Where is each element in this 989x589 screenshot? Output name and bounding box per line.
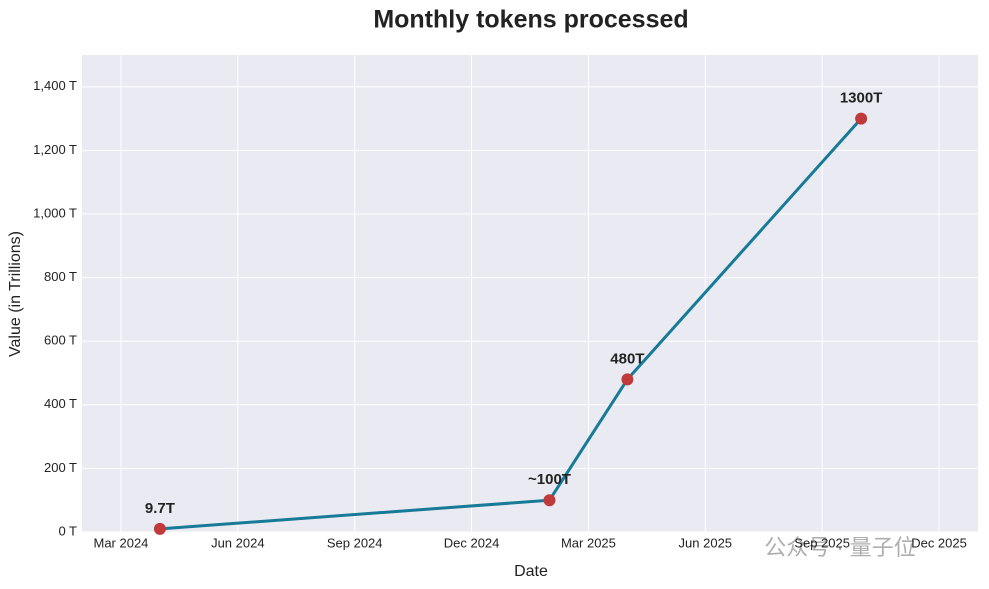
- x-tick-label: Mar 2025: [561, 535, 616, 550]
- y-tick-label: 1,400 T: [33, 78, 77, 93]
- value-label: 9.7T: [145, 500, 175, 517]
- x-axis-label: Date: [514, 563, 548, 580]
- line: [159, 117, 863, 531]
- y-axis-label: Value (in Trillions): [7, 231, 24, 357]
- x-tick-label: Mar 2024: [93, 535, 148, 550]
- point: [153, 522, 166, 535]
- value-label: 480T: [610, 350, 644, 367]
- marks: 9.7T ~100T 480T 1300T: [145, 90, 882, 535]
- point: [621, 373, 634, 386]
- x-tick-label: Jun 2024: [211, 535, 265, 550]
- y-tick-label: 1,000 T: [33, 205, 77, 220]
- y-tick-label: 1,200 T: [33, 142, 77, 157]
- value-label: 1300T: [840, 90, 883, 107]
- y-tick-label: 0 T: [58, 523, 77, 538]
- y-tick-label: 200 T: [44, 460, 77, 475]
- plot-area: [82, 55, 978, 532]
- x-tick-label: Dec 2024: [444, 535, 500, 550]
- watermark: 公众号 · 量子位: [764, 535, 916, 560]
- value-label: ~100T: [528, 471, 571, 488]
- x-tick-label: Sep 2024: [327, 535, 383, 550]
- point: [543, 494, 556, 507]
- y-tick-label: 800 T: [44, 269, 77, 284]
- x-tick-label: Jun 2025: [679, 535, 733, 550]
- y-tick-label: 600 T: [44, 333, 77, 348]
- x-tick-label: Dec 2025: [911, 535, 967, 550]
- y-tick-label: 400 T: [44, 396, 77, 411]
- point: [855, 112, 868, 125]
- x-tick-label: Sep 2025: [794, 535, 850, 550]
- chart-title: Monthly tokens processed: [373, 6, 688, 34]
